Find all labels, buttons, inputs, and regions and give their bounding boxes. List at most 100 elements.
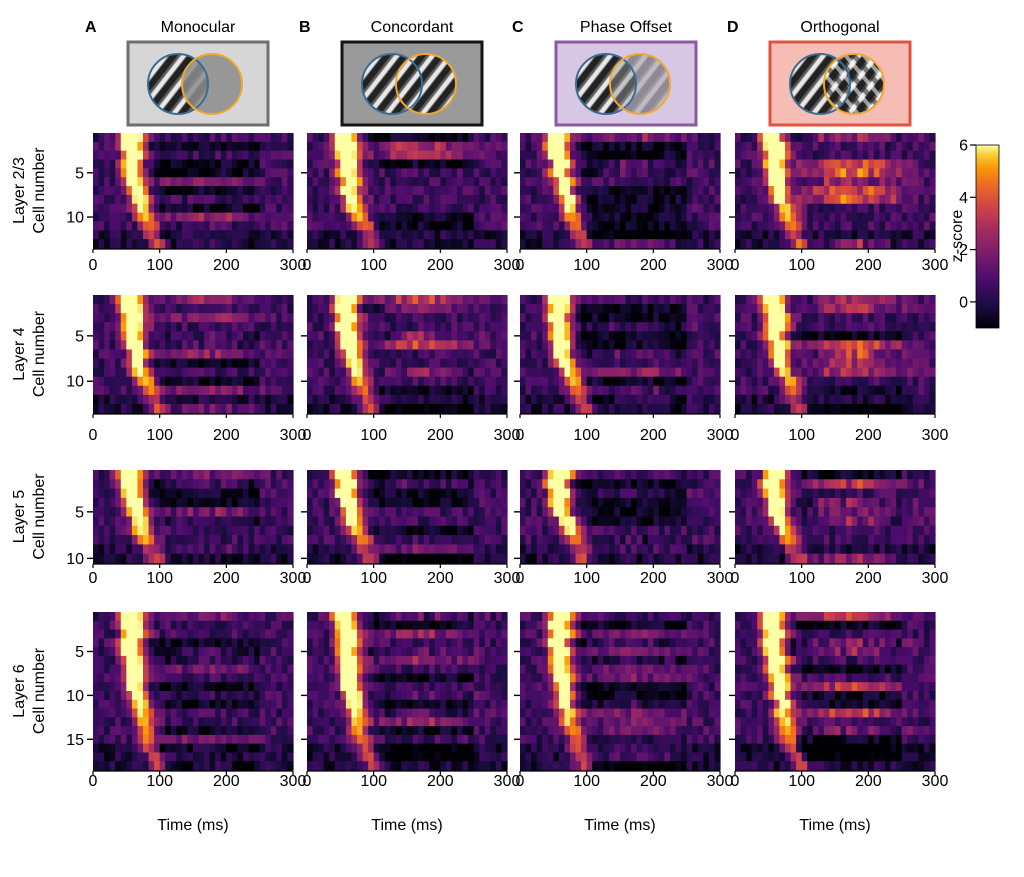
heatmap-cell xyxy=(281,340,289,351)
heatmap-cell xyxy=(109,376,116,387)
heatmap-cell xyxy=(373,385,380,396)
heatmap-cell xyxy=(434,313,441,323)
heatmap-cell xyxy=(703,313,710,323)
heatmap-cell xyxy=(254,322,261,332)
x-tick-label: 200 xyxy=(427,257,454,274)
heatmap-cell xyxy=(154,376,161,387)
heatmap-cell xyxy=(137,516,144,527)
heatmap-cell xyxy=(440,304,447,314)
heatmap-cell xyxy=(281,367,289,378)
heatmap-cell xyxy=(862,385,869,396)
heatmap-cell xyxy=(885,403,892,414)
heatmap-cell xyxy=(807,358,814,369)
heatmap-cell xyxy=(575,221,582,231)
heatmap-cell xyxy=(307,497,314,508)
heatmap-cell xyxy=(625,304,632,314)
heatmap-cell xyxy=(896,331,903,341)
heatmap-cell xyxy=(575,488,582,499)
heatmap-cell xyxy=(131,376,139,387)
heatmap-cell xyxy=(658,376,666,387)
heatmap-cell xyxy=(93,525,100,536)
heatmap-cell xyxy=(658,535,666,545)
heatmap-cell xyxy=(923,322,931,332)
heatmap-cell xyxy=(890,331,897,341)
heatmap-cell xyxy=(558,403,566,414)
heatmap-cell xyxy=(896,212,903,223)
heatmap-cell xyxy=(757,186,764,196)
heatmap-cell xyxy=(281,295,289,305)
heatmap-cell xyxy=(653,497,660,508)
heatmap-cell xyxy=(423,535,430,545)
heatmap-cell xyxy=(636,304,643,314)
heatmap-cell xyxy=(165,403,172,414)
heatmap-cell xyxy=(597,322,604,332)
heatmap-cell xyxy=(226,516,233,527)
heatmap-cell xyxy=(525,497,532,508)
heatmap-cell xyxy=(379,221,386,231)
heatmap-cell xyxy=(451,497,458,508)
heatmap-cell xyxy=(159,516,166,527)
heatmap-cell xyxy=(429,295,436,305)
heatmap-cell xyxy=(751,349,758,360)
heatmap-cell xyxy=(740,340,747,351)
heatmap-cell xyxy=(620,221,627,231)
heatmap-cell xyxy=(237,507,244,518)
x-tick-label: 300 xyxy=(922,427,949,444)
heatmap-cell xyxy=(495,313,503,323)
heatmap-cell xyxy=(851,230,858,240)
heatmap-cell xyxy=(395,150,403,161)
heatmap-cell xyxy=(857,194,864,205)
heatmap-cell xyxy=(473,150,480,161)
heatmap-cell xyxy=(796,177,803,187)
heatmap-cell xyxy=(395,525,403,536)
heatmap-cell xyxy=(259,525,266,536)
heatmap-cell xyxy=(785,349,792,360)
heatmap-cell xyxy=(137,186,144,196)
heatmap-cell xyxy=(281,394,289,405)
heatmap-cell xyxy=(636,358,643,369)
heatmap-cell xyxy=(835,403,842,414)
heatmap-cell xyxy=(412,367,419,378)
heatmap-cell xyxy=(276,194,283,205)
heatmap-cell xyxy=(131,331,139,341)
heatmap-cell xyxy=(918,322,925,332)
heatmap-cell xyxy=(890,168,897,178)
heatmap-cell xyxy=(879,358,886,369)
heatmap-cell xyxy=(751,177,758,187)
heatmap-cell xyxy=(785,367,792,378)
heatmap-cell xyxy=(93,553,100,564)
heatmap-cell xyxy=(473,141,480,152)
heatmap-cell xyxy=(137,349,144,360)
heatmap-cell xyxy=(768,349,775,360)
heatmap-cell xyxy=(907,168,914,178)
heatmap-cell xyxy=(423,544,430,555)
heatmap-cell xyxy=(592,168,599,178)
heatmap-cell xyxy=(445,133,453,143)
heatmap-cell xyxy=(115,394,122,405)
heatmap-cell xyxy=(131,553,139,564)
heatmap-cell xyxy=(254,295,261,305)
heatmap-cell xyxy=(768,295,775,305)
heatmap-cell xyxy=(773,133,781,143)
heatmap-cell xyxy=(340,394,347,405)
heatmap-cell xyxy=(109,239,116,249)
heatmap-cell xyxy=(525,322,532,332)
heatmap-cell xyxy=(384,367,391,378)
heatmap-cell xyxy=(658,394,666,405)
heatmap-cell xyxy=(395,239,403,249)
heatmap-cell xyxy=(126,150,133,161)
heatmap-cell xyxy=(597,349,604,360)
heatmap-cell xyxy=(281,403,289,414)
heatmap-cell xyxy=(204,385,211,396)
heatmap-cell xyxy=(801,212,808,223)
heatmap-cell xyxy=(785,221,792,231)
heatmap-cell xyxy=(912,150,919,161)
heatmap-cell xyxy=(868,470,875,480)
heatmap-cell xyxy=(373,313,380,323)
heatmap-cell xyxy=(473,535,480,545)
heatmap-cell xyxy=(536,479,543,490)
heatmap-cell xyxy=(675,544,682,555)
heatmap-cell xyxy=(143,367,150,378)
heatmap-cell xyxy=(390,194,397,205)
heatmap-cell xyxy=(462,358,469,369)
